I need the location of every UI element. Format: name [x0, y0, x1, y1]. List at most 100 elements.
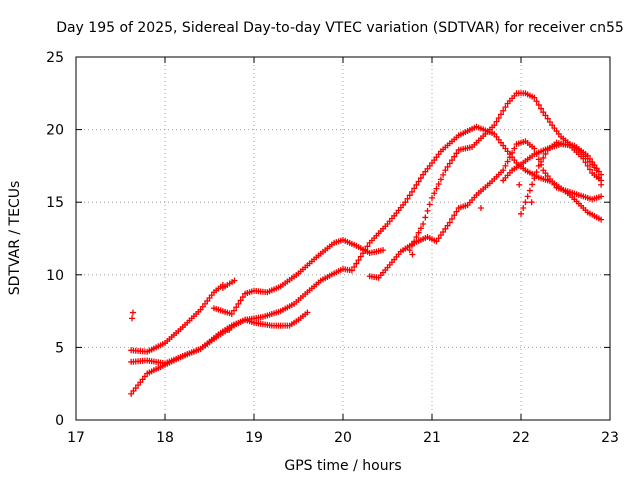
- data-point-track-h: [522, 199, 529, 206]
- data-point-track-f: [426, 201, 433, 208]
- data-point-track-h: [540, 154, 547, 161]
- data-point-track-f: [437, 176, 444, 183]
- data-point-track-f: [433, 185, 440, 192]
- data-point-track-e: [442, 225, 449, 232]
- data-point-track-e: [440, 228, 447, 235]
- data-point-track-c: [351, 263, 358, 270]
- data-point-track-b: [237, 297, 244, 304]
- data-marks: [128, 90, 605, 397]
- data-point-track-f: [451, 153, 458, 160]
- data-point-track-e: [502, 162, 509, 169]
- data-point-track-f: [533, 98, 540, 105]
- data-point-track-c: [360, 250, 367, 257]
- data-point-track-c: [353, 260, 360, 267]
- data-point-track-f: [531, 94, 538, 101]
- data-point-track-c: [362, 246, 369, 253]
- data-point-track-g: [591, 162, 598, 169]
- data-point-track-f: [411, 238, 418, 245]
- data-point-track-e: [509, 149, 516, 156]
- data-point-track-e: [437, 232, 444, 239]
- data-point-track-f: [495, 114, 502, 121]
- data-point-track-e: [435, 235, 442, 242]
- data-point-track-f: [431, 190, 438, 197]
- data-point-track-h: [533, 169, 540, 176]
- data-point-track-b: [228, 311, 235, 318]
- data-point-outlier: [409, 251, 416, 258]
- x-tick-label: 20: [334, 430, 352, 446]
- y-axis-label: SDTVAR / TECUs: [7, 181, 23, 296]
- data-point-track-d: [304, 309, 311, 316]
- data-point-outlier: [528, 199, 535, 206]
- data-point-track-h: [531, 175, 538, 182]
- data-point-track-e: [446, 219, 453, 226]
- data-point-track-c: [406, 192, 413, 199]
- data-point-track-b: [230, 307, 237, 314]
- data-point-track-c: [364, 243, 371, 250]
- data-point-track-h: [538, 158, 545, 165]
- data-point-track-e: [444, 222, 451, 229]
- x-tick-label: 18: [156, 430, 174, 446]
- data-point-track-b: [239, 294, 246, 301]
- data-point-outlier: [129, 309, 136, 316]
- data-point-track-e: [511, 145, 518, 152]
- data-point-track-e: [451, 212, 458, 219]
- data-point-track-e: [500, 167, 507, 174]
- x-tick-label: 19: [245, 430, 263, 446]
- data-point-track-g: [595, 168, 602, 175]
- data-point-track-e: [598, 193, 605, 200]
- axis-ticks: 17 18 19 20 21 22 23 0 5 10 15 20 25: [46, 50, 619, 446]
- data-point-track-f: [440, 171, 447, 178]
- y-tick-label: 15: [46, 195, 64, 211]
- data-point-track-c: [411, 185, 418, 192]
- data-point-track-f: [453, 150, 460, 157]
- data-point-track-h: [582, 159, 589, 166]
- data-point-track-c: [355, 257, 362, 264]
- data-point-track-e: [453, 208, 460, 215]
- data-point-track-f: [449, 157, 456, 164]
- data-point-track-c: [598, 216, 605, 223]
- data-point-track-f: [415, 229, 422, 236]
- data-point-track-h: [598, 177, 605, 184]
- data-point-track-f: [535, 101, 542, 108]
- data-point-track-c: [413, 181, 420, 188]
- data-point-track-b: [233, 304, 240, 311]
- data-point-track-g: [586, 155, 593, 162]
- data-point-track-g: [584, 152, 591, 159]
- y-tick-label: 0: [55, 413, 64, 429]
- data-point-track-f: [429, 194, 435, 201]
- data-point-track-e: [433, 238, 440, 245]
- data-point-track-f: [417, 225, 424, 232]
- data-point-track-h: [518, 210, 524, 217]
- data-point-outlier: [516, 181, 523, 188]
- data-point-track-c: [404, 195, 411, 202]
- data-point-outlier: [226, 326, 233, 333]
- data-point-outlier: [129, 315, 136, 322]
- data-point-track-c: [415, 178, 422, 185]
- data-point-track-f: [502, 104, 509, 111]
- data-point-track-f: [491, 122, 498, 129]
- data-point-track-f: [422, 214, 429, 221]
- data-point-track-f: [446, 160, 453, 167]
- data-point-track-h: [542, 150, 549, 157]
- x-tick-label: 22: [512, 430, 530, 446]
- data-point-track-h: [535, 162, 542, 169]
- data-point-track-h: [526, 187, 533, 194]
- data-point-track-e: [449, 215, 456, 222]
- data-point-track-e: [504, 158, 511, 165]
- data-point-track-b: [380, 247, 387, 254]
- data-point-track-f: [442, 167, 449, 174]
- x-axis-label: GPS time / hours: [284, 458, 401, 474]
- data-point-track-h: [520, 205, 527, 212]
- chart-title: Day 195 of 2025, Sidereal Day-to-day VTE…: [56, 20, 624, 36]
- data-point-track-b: [235, 300, 242, 307]
- data-point-track-e: [531, 145, 538, 152]
- data-point-track-a2: [231, 277, 238, 284]
- data-point-track-f: [500, 107, 507, 114]
- data-point-track-f: [538, 105, 545, 112]
- data-point-track-f: [444, 163, 451, 170]
- data-point-track-h: [524, 193, 531, 200]
- data-point-track-f: [413, 234, 420, 241]
- y-tick-label: 5: [55, 340, 64, 356]
- y-tick-label: 10: [46, 268, 64, 284]
